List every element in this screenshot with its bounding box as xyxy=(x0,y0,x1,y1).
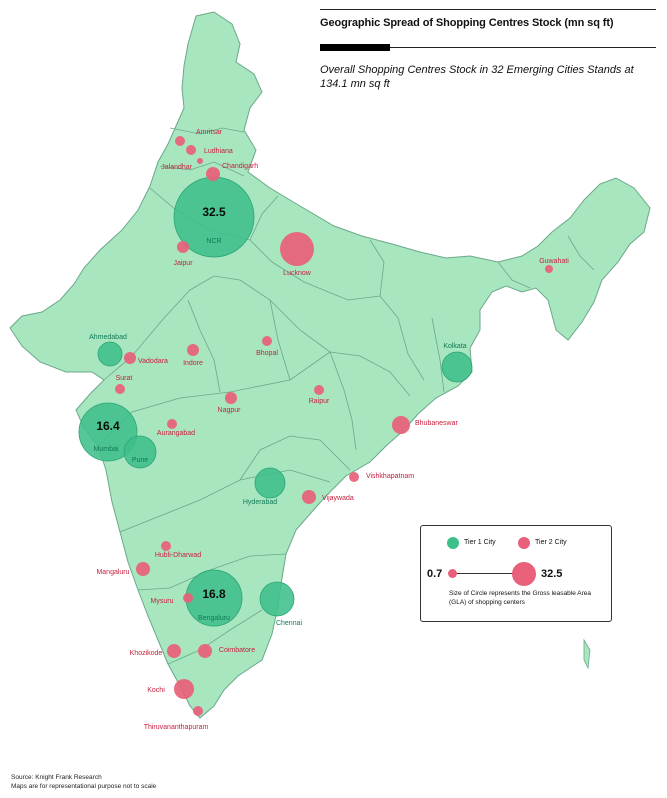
city-label-chandigarh: Chandigarh xyxy=(222,163,258,170)
state-borders xyxy=(97,127,595,665)
city-bubble-bhopal xyxy=(262,336,272,346)
disclaimer-text: Maps are for representational purpose no… xyxy=(11,782,157,790)
legend-box: Tier 1 City Tier 2 City 0.7 32.5 Size of… xyxy=(420,525,612,622)
page-subtitle: Overall Shopping Centres Stock in 32 Eme… xyxy=(320,64,634,90)
city-bubble-raipur xyxy=(314,385,324,395)
city-bubble-aurangabad xyxy=(167,419,177,429)
city-label-mysuru: Mysuru xyxy=(151,598,174,605)
city-bubble-vijaywada xyxy=(302,490,316,504)
page-title: Geographic Spread of Shopping Centres St… xyxy=(320,17,614,29)
city-bubble-jalandhar xyxy=(197,158,203,164)
city-label-surat: Surat xyxy=(116,375,133,382)
city-label-raipur: Raipur xyxy=(309,398,330,405)
city-label-kochi: Kochi xyxy=(147,687,165,694)
top-rule xyxy=(320,9,656,10)
city-bubble-khozikode xyxy=(167,644,181,658)
city-value-mumbai: 16.4 xyxy=(96,419,120,433)
city-bubble-indore xyxy=(187,344,199,356)
city-bubble-chandigarh xyxy=(206,167,220,181)
city-label-thiruvananthapuram: Thiruvananthapuram xyxy=(144,724,209,731)
city-label-pune: Pune xyxy=(132,457,148,464)
city-label-lucknow: Lucknow xyxy=(283,270,312,277)
legend-max-value: 32.5 xyxy=(541,568,563,580)
legend-min-value: 0.7 xyxy=(427,568,443,580)
city-bubble-kochi xyxy=(174,679,194,699)
city-label-chennai: Chennai xyxy=(276,620,303,627)
city-bubble-pune xyxy=(123,435,157,469)
legend-tier2-label: Tier 2 City xyxy=(535,539,567,546)
city-label-vadodara: Vadodara xyxy=(138,358,168,365)
city-label-aurangabad: Aurangabad xyxy=(157,430,195,437)
city-label-jalandhar: Jalandhar xyxy=(161,164,192,171)
city-label-jaipur: Jaipur xyxy=(173,260,193,267)
city-bubble-jaipur xyxy=(177,241,189,253)
city-bubble-mangaluru xyxy=(136,562,150,576)
city-bubble-hyderabad xyxy=(254,467,286,499)
city-bubble-vishkhapatnam xyxy=(349,472,359,482)
city-label-nagpur: Nagpur xyxy=(218,407,242,414)
city-label-indore: Indore xyxy=(183,360,203,367)
city-bubble-ludhiana xyxy=(186,145,196,155)
city-label-ludhiana: Ludhiana xyxy=(204,148,233,155)
footer: Source: Knight Frank Research Maps are f… xyxy=(11,774,156,791)
city-bubble-thiruvananthapuram xyxy=(193,706,203,716)
city-label-ncr: NCR xyxy=(206,238,221,245)
andaman-islands xyxy=(583,638,591,670)
city-label-bengaluru: Bengaluru xyxy=(198,615,230,622)
city-label-vishkhapatnam: Vishkhapatnam xyxy=(366,473,414,480)
city-label-ahmedabad: Ahmedabad xyxy=(89,334,127,341)
city-bubble-surat xyxy=(115,384,125,394)
city-label-coimbatore: Coimbatore xyxy=(219,647,255,654)
city-bubble-mumbai xyxy=(78,402,138,462)
legend-scale-line xyxy=(457,573,513,574)
city-label-guwahati: Guwahati xyxy=(539,258,569,265)
city-label-khozikode: Khozikode xyxy=(130,650,163,657)
city-label-bhopal: Bhopal xyxy=(256,350,278,357)
source-text: Source: Knight Frank Research xyxy=(11,774,102,781)
legend-note: Size of Circle represents the Gross leas… xyxy=(449,590,591,606)
title-underline xyxy=(390,47,656,48)
city-label-amritsar: Amritsar xyxy=(196,129,223,136)
city-label-mangaluru: Mangaluru xyxy=(96,569,129,576)
city-bubble-amritsar xyxy=(175,136,185,146)
city-label-hyderabad: Hyderabad xyxy=(243,499,277,506)
city-bubble-coimbatore xyxy=(198,644,212,658)
city-bubble-hubli-dharwad xyxy=(161,541,171,551)
city-label-mumbai: Mumbai xyxy=(94,446,119,453)
city-bubble-kolkata xyxy=(441,351,473,383)
city-label-bhubaneswar: Bhubaneswar xyxy=(415,420,458,427)
city-bubble-vadodara xyxy=(124,352,136,364)
city-value-ncr: 32.5 xyxy=(202,205,226,219)
legend-tier1-swatch xyxy=(447,537,459,549)
legend-min-circle xyxy=(448,569,457,578)
city-bubble-ahmedabad xyxy=(97,341,123,367)
india-landmass xyxy=(9,11,651,719)
city-bubble-mysuru xyxy=(183,593,193,603)
accent-bar xyxy=(320,44,390,51)
city-label-kolkata: Kolkata xyxy=(443,343,466,350)
city-bubble-lucknow xyxy=(280,232,314,266)
city-bubbles: NCR 32.5 Mumbai 16.4 Bengaluru 16.8 Lucknow Che… xyxy=(78,129,569,731)
city-label-hubli-dharwad: Hubli-Dharwad xyxy=(155,552,201,559)
city-bubble-bhubaneswar xyxy=(392,416,410,434)
legend-tier1-label: Tier 1 City xyxy=(464,539,496,546)
city-value-bengaluru: 16.8 xyxy=(202,587,226,601)
legend-tier2-swatch xyxy=(518,537,530,549)
legend-max-circle xyxy=(512,562,536,586)
city-bubble-guwahati xyxy=(545,265,553,273)
city-label-vijaywada: Vijaywada xyxy=(322,495,354,502)
city-bubble-chennai xyxy=(259,581,295,617)
city-bubble-nagpur xyxy=(225,392,237,404)
